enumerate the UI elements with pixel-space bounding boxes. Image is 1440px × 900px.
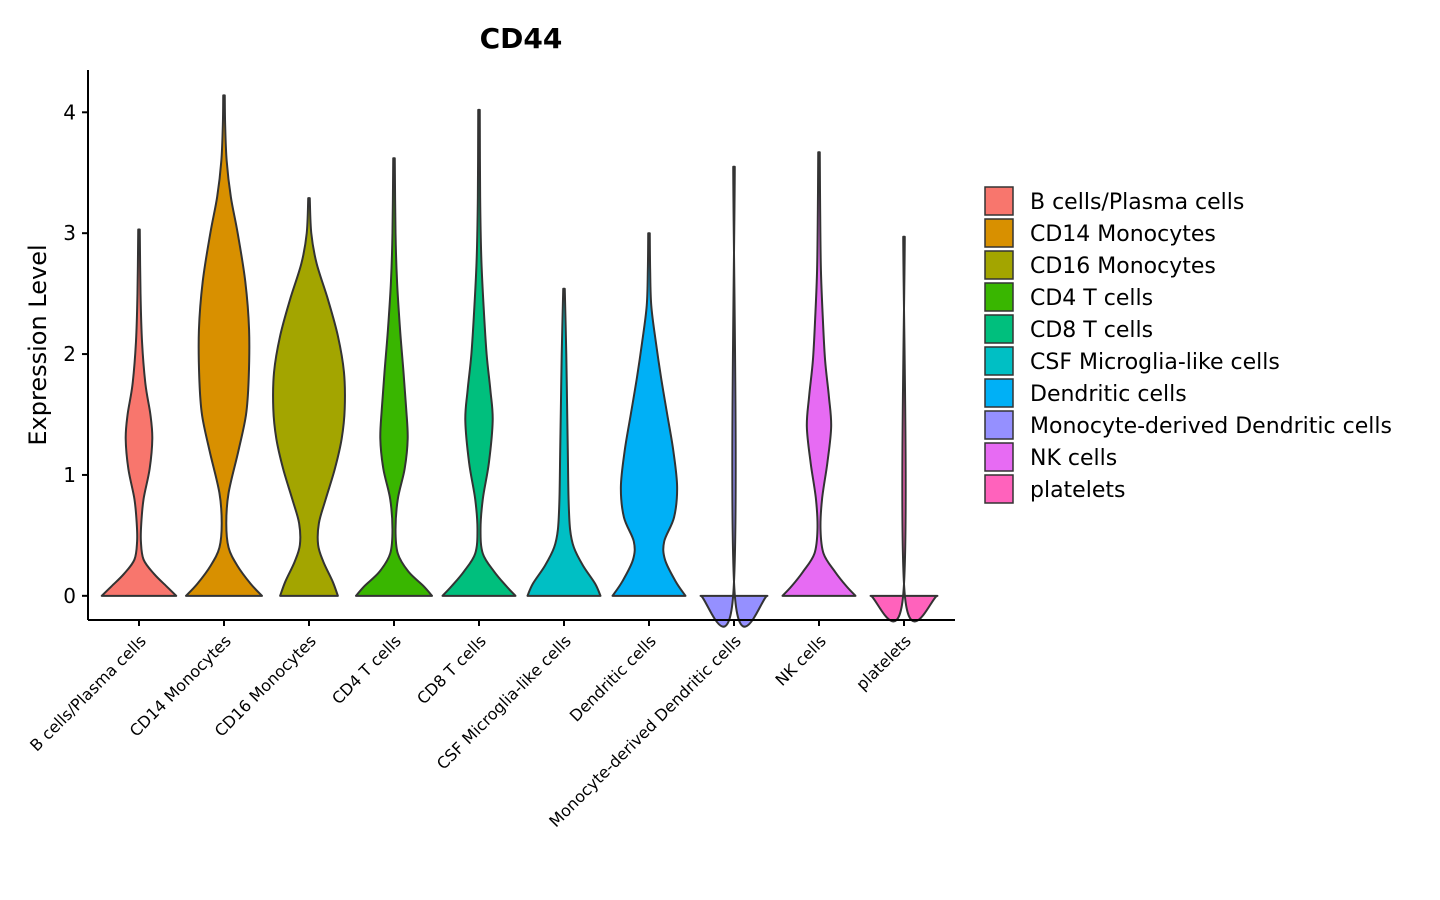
legend-label: CD16 Monocytes <box>1030 254 1216 279</box>
legend-swatch <box>984 282 1014 312</box>
legend-swatch <box>984 378 1014 408</box>
chart-title: CD44 <box>480 22 563 55</box>
legend-swatch <box>984 442 1014 472</box>
legend-label: NK cells <box>1030 446 1117 471</box>
legend-swatch <box>984 218 1014 248</box>
y-tick-label: 4 <box>63 100 76 124</box>
legend-label: Monocyte-derived Dendritic cells <box>1030 414 1392 439</box>
violin-cd14-monocytes <box>185 94 263 597</box>
legend-label: CD4 T cells <box>1030 286 1153 311</box>
violin-cd4-t-cells <box>355 157 433 597</box>
y-tick-label: 3 <box>63 221 76 245</box>
x-tick-label: CD4 T cells <box>328 631 405 708</box>
x-tick-label: Dendritic cells <box>566 631 660 725</box>
legend-label: CD14 Monocytes <box>1030 222 1216 247</box>
legend-swatch <box>984 346 1014 376</box>
legend-swatch <box>984 186 1014 216</box>
violin-b-cells-plasma-cells <box>100 228 178 597</box>
violin-cd16-monocytes <box>272 197 346 597</box>
violin-cd8-t-cells <box>441 108 517 597</box>
violin-monocyte-derived-dendritic-cells <box>699 165 769 628</box>
x-tick-label: Monocyte-derived Dendritic cells <box>545 631 745 831</box>
legend-swatch <box>984 250 1014 280</box>
legend-label: B cells/Plasma cells <box>1030 190 1244 215</box>
y-tick-label: 0 <box>63 584 76 608</box>
violin-platelets <box>869 235 939 623</box>
y-axis-label: Expression Level <box>24 244 52 445</box>
violin-group <box>100 94 939 628</box>
violin-nk-cells <box>781 151 857 597</box>
legend-swatch <box>984 314 1014 344</box>
legend-swatch <box>984 410 1014 440</box>
legend-label: Dendritic cells <box>1030 382 1187 407</box>
x-tick-label: NK cells <box>772 631 830 689</box>
x-tick-label: CD8 T cells <box>413 631 490 708</box>
y-tick-label: 2 <box>63 342 76 366</box>
y-tick-label: 1 <box>63 463 76 487</box>
legend-label: CSF Microglia-like cells <box>1030 350 1280 375</box>
y-axis-ticks: 0 1 2 3 4 <box>63 100 88 608</box>
x-tick-label: B cells/Plasma cells <box>26 631 150 755</box>
legend: B cells/Plasma cells CD14 Monocytes CD16 M… <box>984 186 1392 504</box>
legend-label: CD8 T cells <box>1030 318 1153 343</box>
legend-swatch <box>984 474 1014 504</box>
violin-dendritic-cells <box>611 232 687 597</box>
x-tick-label: platelets <box>852 631 915 694</box>
legend-label: platelets <box>1030 478 1125 503</box>
violin-csf-microglia-like-cells <box>526 287 602 597</box>
